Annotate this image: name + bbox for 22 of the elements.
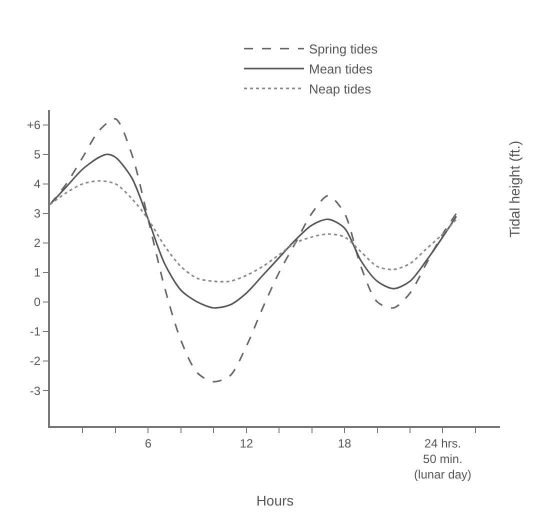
y-tick-label: +6 [26, 118, 41, 132]
line-series [50, 180, 458, 282]
x-axis-title: Hours [256, 492, 294, 508]
line-series [50, 118, 458, 382]
x-tick-label: 24 hrs. 50 min. (lunar day) [414, 436, 472, 482]
x-tick-label: 18 [338, 436, 352, 450]
legend-label: Spring tides [309, 42, 378, 57]
y-tick-label: 4 [34, 177, 41, 192]
y-tick-label: 0 [34, 295, 41, 310]
legend-label: Mean tides [309, 62, 374, 77]
y-tick-label: 5 [34, 148, 41, 162]
line-series [50, 154, 458, 309]
y-tick-label: -1 [30, 324, 41, 339]
x-tick-label: 12 [240, 436, 254, 450]
legend-label: Neap tides [309, 82, 372, 96]
y-tick-label: 3 [34, 206, 41, 221]
y-tick-label: 2 [34, 236, 41, 250]
y-tick-label: -2 [30, 354, 41, 368]
y-tick-label: -3 [30, 384, 41, 398]
y-tick-label: 1 [34, 266, 41, 280]
y-axis-title: Tidal height (ft.) [506, 140, 522, 238]
x-tick-label: 6 [144, 436, 152, 450]
